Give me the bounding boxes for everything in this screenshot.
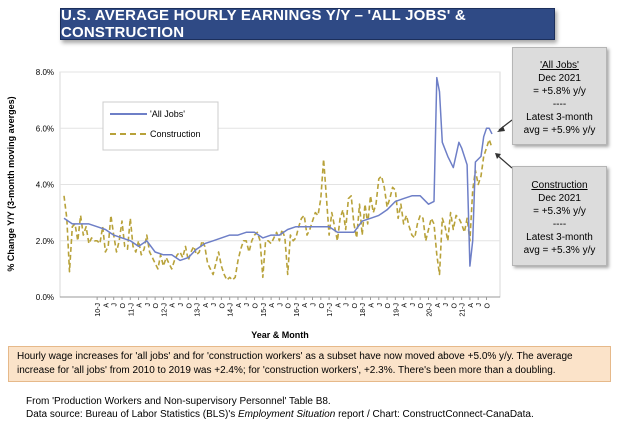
x-tick-label: O: [219, 302, 226, 308]
legend-label-all-jobs: 'All Jobs': [150, 109, 185, 119]
x-tick-label: A: [103, 303, 110, 308]
callout-all-jobs-line: ----: [552, 99, 567, 110]
legend-label-construction: Construction: [150, 129, 201, 139]
x-tick-label: A: [435, 303, 442, 308]
series-line-all-jobs: [63, 76, 493, 267]
arrow-construction: [496, 154, 513, 169]
y-tick-label: 0.0%: [36, 293, 54, 302]
x-tick-label: A: [137, 303, 144, 308]
series-line-construction: [63, 138, 493, 281]
source-suffix: report / Chart: ConstructConnect-CanaDat…: [335, 409, 534, 420]
x-tick-label: J: [244, 303, 251, 307]
x-tick-label: 16-J: [294, 303, 301, 317]
x-tick-label: O: [352, 302, 359, 308]
x-tick-label: O: [319, 302, 326, 308]
source-line-1: From 'Production Workers and Non-supervi…: [26, 396, 331, 407]
legend-box: [102, 101, 219, 151]
callout-construction-line: = +5.3% y/y: [533, 206, 586, 217]
x-tick-label: A: [335, 303, 342, 308]
y-axis: 0.0% 2.0% 4.0% 6.0% 8.0%: [36, 68, 54, 302]
y-axis-label: % Change Y/Y (3-month moving averges): [6, 96, 16, 271]
x-tick-label: O: [253, 302, 260, 308]
x-tick-label: J: [211, 303, 218, 307]
callout-all-jobs-line: avg = +5.9% y/y: [523, 125, 596, 136]
x-tick-label: O: [418, 302, 425, 308]
x-tick-label: J: [178, 303, 185, 307]
x-tick-label: A: [402, 303, 409, 308]
x-tick-label: A: [468, 303, 475, 308]
x-tick-label: A: [170, 303, 177, 308]
x-tick-label: J: [476, 303, 483, 307]
title-bar: U.S. AVERAGE HOURLY EARNINGS Y/Y – 'ALL …: [60, 7, 555, 41]
callout-construction: Construction Dec 2021 = +5.3% y/y ---- L…: [512, 166, 607, 266]
x-tick-label: O: [451, 302, 458, 308]
x-tick-label: 10-J: [95, 303, 102, 317]
x-tick-label: O: [484, 302, 491, 308]
callout-construction-line: Dec 2021: [538, 193, 581, 204]
x-tick-label: J: [377, 303, 384, 307]
arrow-all-jobs-head: [497, 126, 505, 132]
callout-all-jobs-line: = +5.8% y/y: [533, 86, 586, 97]
x-tick-label: 12-J: [161, 303, 168, 317]
source-prefix: Data source: Bureau of Labor Statistics …: [26, 409, 239, 420]
x-tick-label: J: [443, 303, 450, 307]
callout-construction-line: avg = +5.3% y/y: [523, 245, 596, 256]
legend: 'All Jobs' Construction: [102, 101, 219, 151]
arrow-construction-head: [495, 153, 501, 159]
x-axis: 10-J A J O 11-J A J O 12-J A J O 13-J A J O 14-J A J O 15-J A…: [95, 297, 491, 317]
x-tick-label: O: [120, 302, 127, 308]
x-tick-label: 14-J: [228, 303, 235, 317]
x-tick-label: O: [186, 302, 193, 308]
x-tick-label: 13-J: [195, 303, 202, 317]
x-tick-label: 15-J: [261, 303, 268, 317]
x-axis-label: Year & Month: [251, 330, 309, 340]
x-tick-label: J: [145, 303, 152, 307]
x-tick-label: 19-J: [393, 303, 400, 317]
callout-all-jobs-line: Latest 3-month: [526, 112, 593, 123]
x-tick-label: 20-J: [426, 303, 433, 317]
x-tick-label: A: [369, 303, 376, 308]
chart-title: U.S. AVERAGE HOURLY EARNINGS Y/Y – 'ALL …: [61, 7, 466, 41]
summary-note: Hourly wage increases for 'all jobs' and…: [8, 346, 611, 382]
x-tick-label: J: [344, 303, 351, 307]
source-line-2: Data source: Bureau of Labor Statistics …: [26, 408, 534, 421]
y-tick-label: 8.0%: [36, 68, 54, 77]
x-tick-label: J: [311, 303, 318, 307]
x-tick-label: A: [236, 303, 243, 308]
x-tick-label: J: [410, 303, 417, 307]
x-tick-label: A: [269, 303, 276, 308]
callout-all-jobs: 'All Jobs' Dec 2021 = +5.8% y/y ---- Lat…: [512, 47, 607, 145]
y-tick-label: 4.0%: [36, 181, 54, 190]
x-tick-label: J: [277, 303, 284, 307]
x-tick-label: 11-J: [128, 303, 135, 316]
callout-construction-heading: Construction: [531, 180, 588, 191]
x-tick-label: A: [302, 303, 309, 308]
callout-arrows: [495, 119, 513, 169]
y-tick-label: 2.0%: [36, 237, 54, 246]
callout-construction-line: ----: [552, 219, 567, 230]
x-tick-label: O: [286, 302, 293, 308]
x-tick-label: O: [385, 302, 392, 308]
source-text: From 'Production Workers and Non-supervi…: [26, 395, 534, 421]
chart-area: 0.0%2.0%4.0%6.0%8.0% 10-J A J O 11-J A J O 12-J A…: [6, 68, 513, 340]
callout-all-jobs-heading: 'All Jobs': [540, 60, 579, 71]
x-tick-label: A: [203, 303, 210, 308]
x-tick-label: 18-J: [360, 303, 367, 317]
x-tick-label: 17-J: [327, 303, 334, 317]
x-tick-label: J: [112, 303, 119, 307]
callout-all-jobs-line: Dec 2021: [538, 73, 581, 84]
series-lines: [63, 76, 493, 281]
y-tick-label: 6.0%: [36, 124, 54, 133]
x-tick-label: O: [153, 302, 160, 308]
callout-construction-line: Latest 3-month: [526, 232, 593, 243]
x-tick-label: 21-J: [460, 303, 467, 317]
source-report-name: Employment Situation: [238, 409, 336, 420]
